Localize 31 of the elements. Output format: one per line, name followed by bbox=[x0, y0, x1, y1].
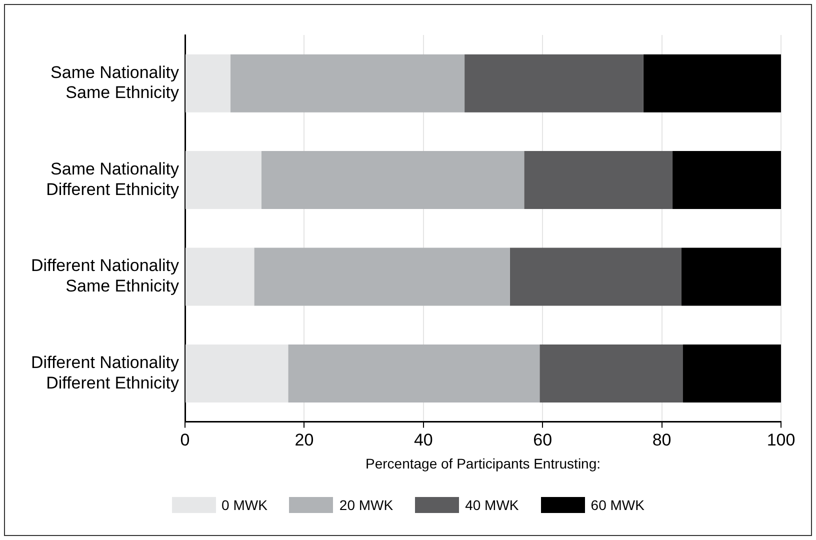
x-tick-label: 20 bbox=[294, 430, 314, 450]
bar bbox=[186, 248, 254, 306]
x-axis-title: Percentage of Participants Entrusting: bbox=[366, 455, 601, 472]
bar bbox=[681, 248, 781, 306]
y-tick-label: Different Nationality Same Ethnicity bbox=[30, 256, 180, 296]
x-tick-label: 60 bbox=[533, 430, 552, 450]
y-tick-label: Different Nationality Different Ethnicity bbox=[30, 352, 180, 392]
bar bbox=[254, 248, 510, 306]
x-tick-label: 0 bbox=[180, 430, 190, 450]
legend-label: 60 MWK bbox=[590, 497, 644, 513]
bar bbox=[186, 344, 288, 402]
bar bbox=[524, 151, 673, 210]
bar bbox=[682, 344, 781, 402]
bar bbox=[261, 151, 524, 210]
bar bbox=[186, 54, 230, 112]
x-tick-label: 40 bbox=[414, 430, 433, 450]
legend-label: 40 MWK bbox=[465, 497, 519, 513]
bar bbox=[540, 344, 683, 402]
bar bbox=[230, 54, 465, 112]
bar bbox=[510, 248, 682, 306]
y-tick-label: Same Nationality Different Ethnicity bbox=[46, 160, 180, 199]
bar bbox=[643, 54, 781, 112]
y-tick-label: Same Nationality Same Ethnicity bbox=[50, 62, 180, 102]
bar bbox=[186, 151, 262, 210]
x-tick-label: 80 bbox=[652, 430, 672, 450]
legend-label: 20 MWK bbox=[339, 497, 394, 513]
bar bbox=[464, 54, 644, 112]
x-tick-label: 100 bbox=[766, 430, 796, 450]
bar bbox=[672, 151, 781, 210]
legend-label: 0 MWK bbox=[222, 497, 268, 513]
bar bbox=[288, 344, 540, 402]
